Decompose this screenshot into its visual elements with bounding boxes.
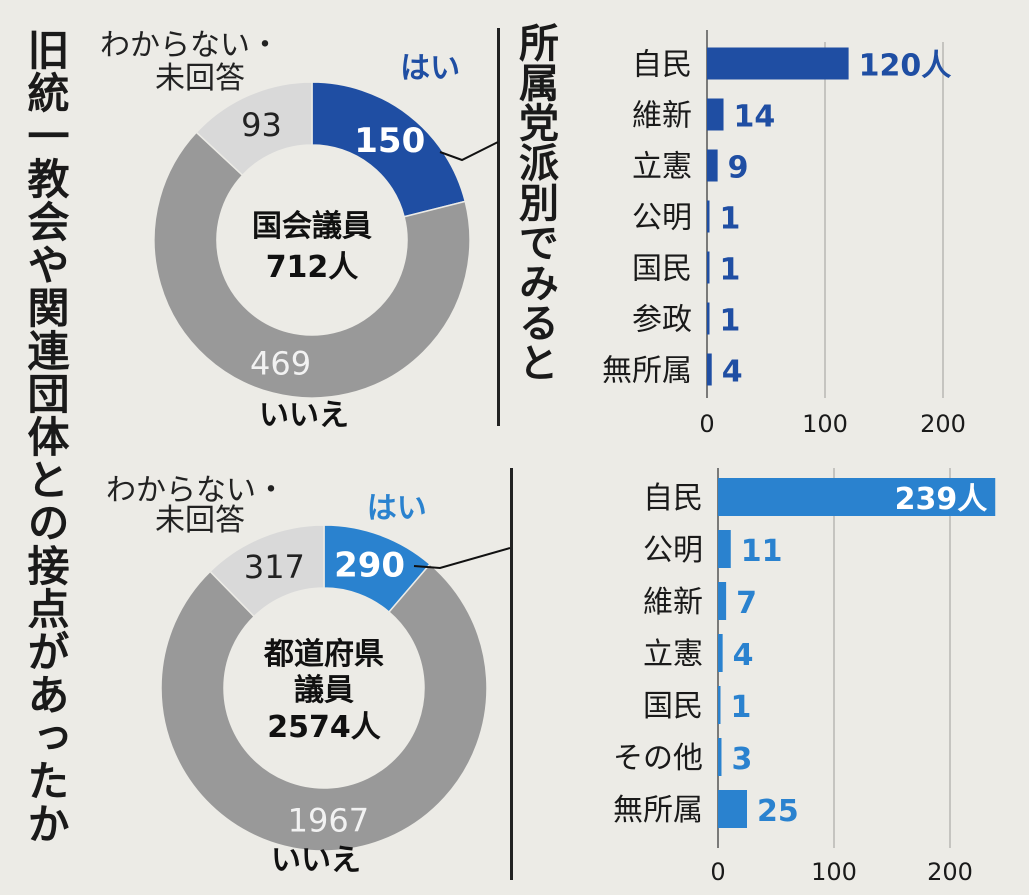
donut-label-unknown: わからない・ [100,28,280,63]
bar-category-label: 自民 [632,48,692,83]
bar-value-label: 4 [733,638,754,673]
bar-tick-label: 200 [927,858,973,886]
bar-value-label: 4 [722,355,743,390]
bar-無所属 [707,353,712,386]
bar-category-label: 無所属 [602,354,692,389]
bar-category-label: 国民 [632,252,692,287]
bar-tick-label: 200 [920,410,966,438]
bar-立憲 [707,149,718,182]
bar-公明 [707,200,710,233]
bar-国民 [718,686,721,724]
bar-tick-label: 100 [811,858,857,886]
bar-value-label: 1 [720,253,741,288]
bar-category-label: 維新 [632,99,692,134]
donut-label-unknown: 未回答 [155,503,245,538]
bar-category-label: 公明 [643,533,703,568]
bar-tick-label: 100 [802,410,848,438]
donut-value-no: 469 [250,345,311,383]
bar-value-label: 25 [757,794,799,829]
donut-center-label: 2574人 [267,710,381,745]
bar-category-label: 国民 [643,689,703,724]
bar-維新 [718,582,727,620]
donut-value-unknown: 317 [244,548,305,586]
bar-value-label: 120人 [859,49,952,84]
bar-立憲 [718,634,723,672]
donut-label-yes: はい [400,51,460,86]
bar-value-label: 1 [720,304,741,339]
bar-自民 [718,478,996,516]
bar-value-label: 1 [720,202,741,237]
bar-その他 [718,738,722,776]
bar-value-label: 9 [728,151,749,186]
bar-value-label: 7 [736,586,757,621]
donut-connector-line [439,141,499,162]
donut-slice-no [160,563,488,852]
bar-value-label: 1 [731,690,752,725]
donut-value-unknown: 93 [241,106,282,144]
donut-label-no: いいえ [259,398,349,433]
donut-label-unknown: 未回答 [155,61,245,96]
bar-国民 [707,251,710,284]
bar-category-label: 自民 [643,481,703,516]
bar-value-label: 11 [741,534,783,569]
chart-subtitle: 所属党派別でみると [512,22,558,382]
bar-参政 [707,302,710,335]
bar-無所属 [718,790,747,828]
donut-slice-unknown [195,81,313,177]
donut-slice-no [153,131,471,399]
bar-category-label: 参政 [632,303,692,338]
donut-connector-line [413,547,511,570]
donut-label-yes: はい [367,491,427,526]
donut-value-no: 1967 [288,801,369,839]
donut-slice-unknown [209,524,325,618]
bar-value-label: 239人 [895,482,988,517]
bar-value-label: 14 [734,100,776,135]
bar-自民 [707,47,849,80]
donut-value-yes: 150 [354,121,425,161]
bar-value-label: 3 [731,742,752,777]
donut-value-yes: 290 [334,546,405,586]
divider-top [497,28,500,426]
bar-category-label: その他 [613,741,703,776]
donut-center-label: 都道府県 [263,637,384,672]
donut-label-unknown: わからない・ [106,473,286,508]
donut-center-label: 国会議員 [252,209,372,244]
donut-center-label: 712人 [266,250,359,285]
divider-bottom [510,468,513,880]
bar-category-label: 公明 [632,201,692,236]
bar-category-label: 維新 [643,585,703,620]
bar-category-label: 立憲 [632,150,692,185]
donut-center-label: 議員 [294,673,354,708]
bar-category-label: 立憲 [643,637,703,672]
bar-tick-label: 0 [699,410,714,438]
bar-category-label: 無所属 [613,793,703,828]
bar-公明 [718,530,731,568]
bar-維新 [707,98,724,131]
chart-title: 旧統一教会や関連団体との接点があったか [21,28,70,845]
donut-label-no: いいえ [271,843,361,878]
bar-tick-label: 0 [710,858,725,886]
